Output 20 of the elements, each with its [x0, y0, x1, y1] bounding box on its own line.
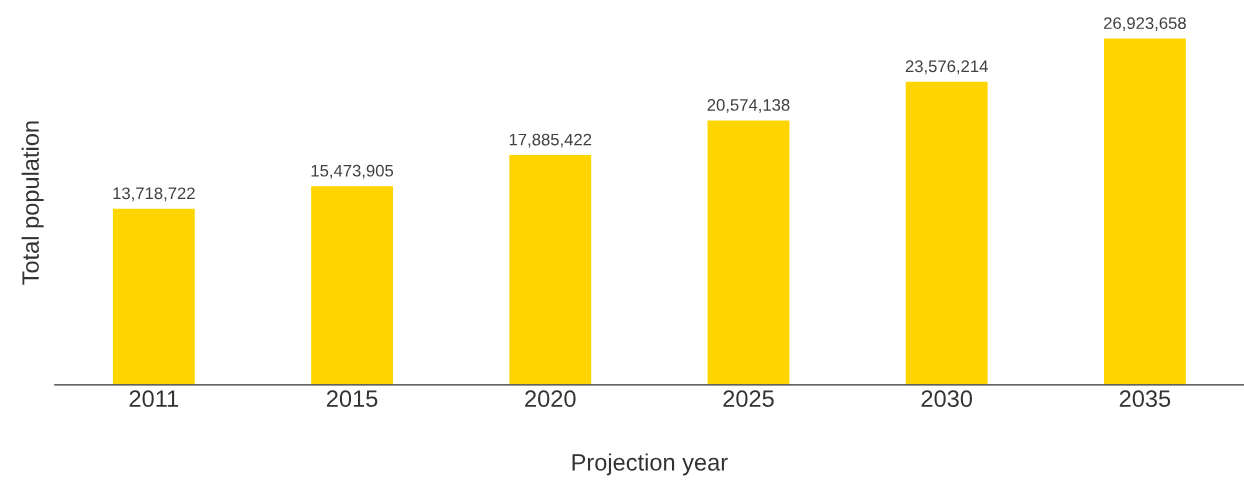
- bar: [111, 207, 197, 385]
- bar: [706, 119, 791, 385]
- x-tick-label: 2025: [723, 390, 774, 408]
- x-axis-title: Projection year: [572, 453, 728, 476]
- data-label: 15,473,905: [311, 164, 394, 179]
- data-label: 23,576,214: [905, 60, 988, 75]
- bar: [904, 80, 990, 385]
- x-tick-label: 2035: [1119, 390, 1171, 408]
- bar: [1102, 37, 1188, 385]
- y-axis-title: Total population: [21, 121, 44, 285]
- bar: [309, 184, 395, 385]
- x-tick-label: 2011: [129, 390, 179, 408]
- x-tick-label: 2020: [525, 390, 576, 408]
- data-label: 20,574,138: [707, 99, 790, 113]
- x-tick-label: 2030: [921, 390, 973, 408]
- data-label: 26,923,658: [1104, 17, 1186, 31]
- x-tick-label: 2015: [326, 390, 378, 408]
- data-label: 17,885,422: [509, 133, 592, 148]
- bar: [507, 153, 593, 385]
- data-label: 13,718,722: [113, 187, 195, 202]
